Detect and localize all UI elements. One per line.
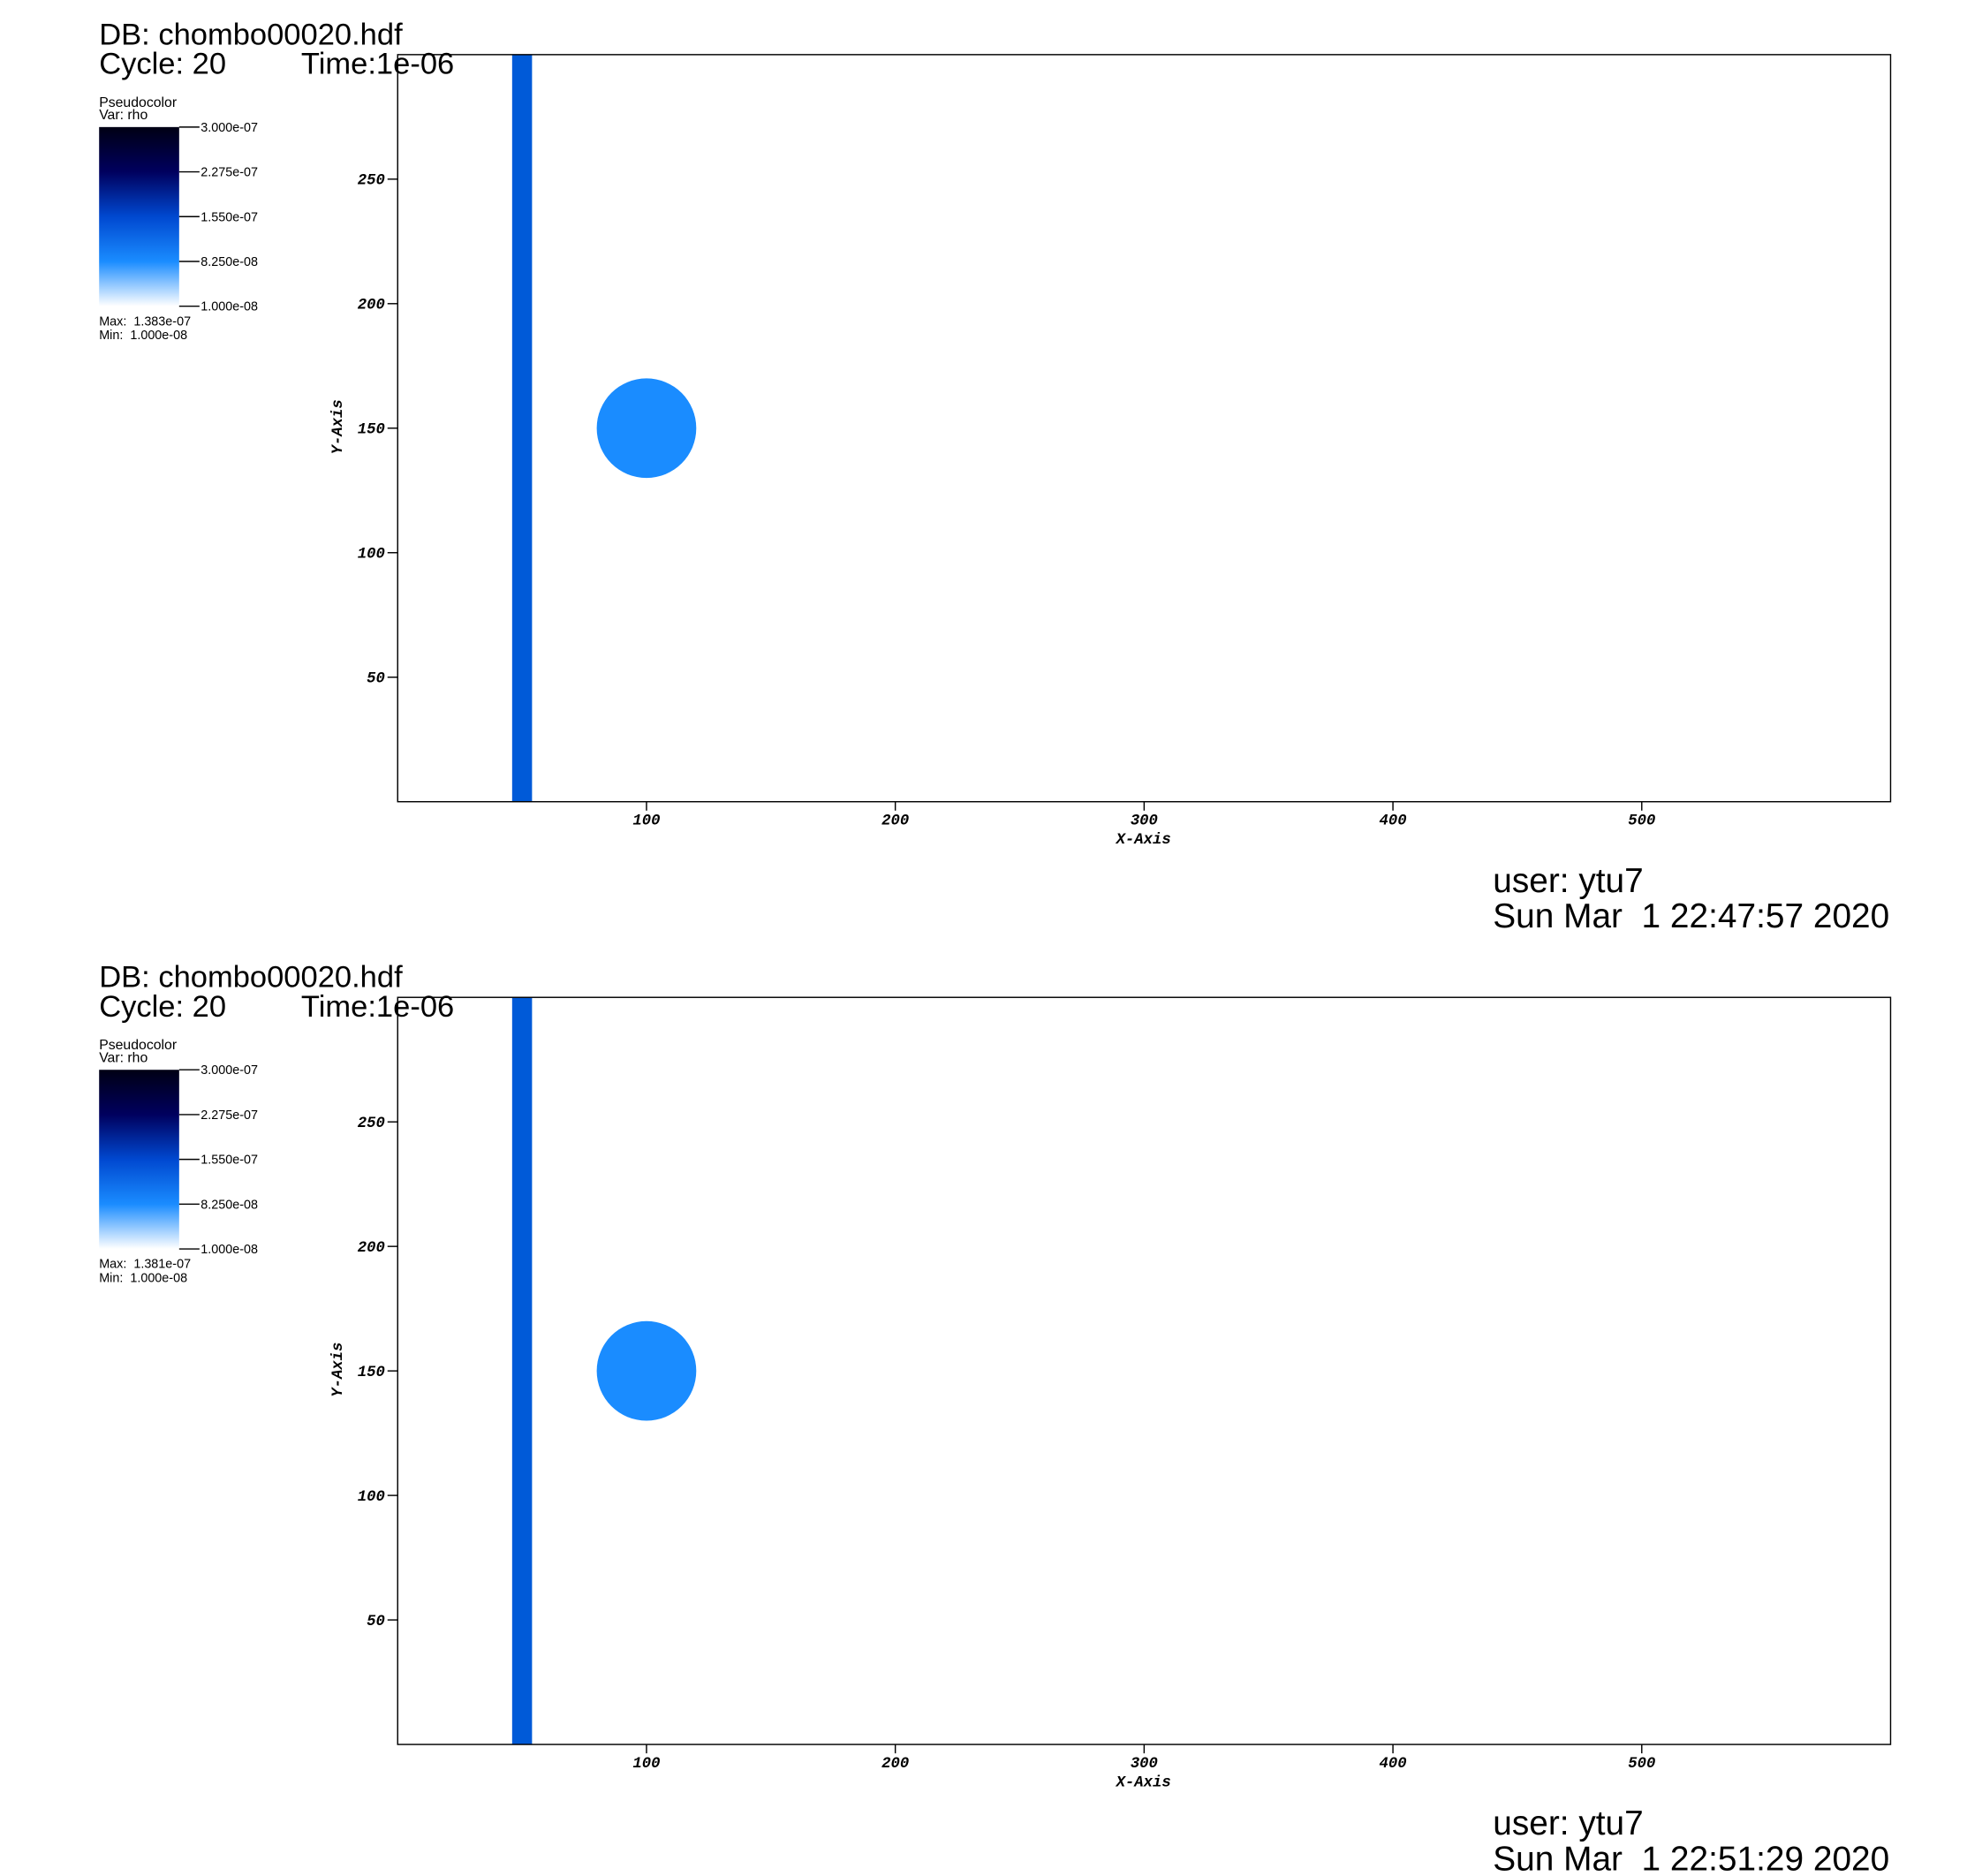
y-tick-label: 50 <box>367 670 385 687</box>
db-label: DB: chombo00020.hdf <box>99 18 403 51</box>
colorbar <box>99 1070 179 1250</box>
y-tick-label: 150 <box>358 422 385 439</box>
colorbar-tick-label: 2.275e-07 <box>200 1108 258 1123</box>
x-tick-label: 500 <box>1628 813 1655 830</box>
y-tick-label: 250 <box>358 1116 385 1132</box>
y-tick-label: 250 <box>358 173 385 190</box>
x-axis-title: X-Axis <box>1116 832 1171 849</box>
time-label: Time:1e-06 <box>301 990 454 1024</box>
var-name: Var: rho <box>99 108 148 123</box>
y-tick-label: 100 <box>358 1489 385 1506</box>
plot-name: Pseudocolor <box>99 95 177 110</box>
time-label: Time:1e-06 <box>301 47 454 80</box>
x-tick-label: 400 <box>1380 1756 1407 1773</box>
date-label: Sun Mar 1 22:47:57 2020 <box>1493 897 1889 935</box>
colorbar-tick-label: 3.000e-07 <box>200 121 258 135</box>
x-tick-label: 100 <box>632 813 660 830</box>
x-tick-label: 300 <box>1131 813 1158 830</box>
cycle-label: Cycle: 20 <box>99 47 226 80</box>
plot-name: Pseudocolor <box>99 1038 177 1053</box>
colorbar-tick-label: 2.275e-07 <box>200 166 258 180</box>
x-tick-label: 200 <box>881 813 909 830</box>
min-label: Min: 1.000e-08 <box>99 1271 187 1285</box>
colorbar-tick-label: 1.000e-08 <box>200 1243 258 1257</box>
max-label: Max: 1.383e-07 <box>99 314 191 329</box>
plot-area <box>511 54 697 802</box>
density-band <box>511 997 533 1745</box>
y-tick-label: 50 <box>367 1614 385 1630</box>
db-label: DB: chombo00020.hdf <box>99 961 403 995</box>
x-tick-label: 100 <box>632 1756 660 1773</box>
y-tick-label: 200 <box>358 1240 385 1257</box>
x-axis-title: X-Axis <box>1116 1775 1171 1792</box>
x-tick-label: 300 <box>1131 1756 1158 1773</box>
colorbar-tick-label: 1.000e-08 <box>200 300 258 314</box>
density-blob <box>596 1320 697 1421</box>
colorbar-tick-label: 1.550e-07 <box>200 1154 258 1168</box>
density-blob <box>596 378 697 479</box>
date-label: Sun Mar 1 22:51:29 2020 <box>1493 1840 1889 1876</box>
max-label: Max: 1.381e-07 <box>99 1258 191 1272</box>
user-label: user: ytu7 <box>1493 1804 1644 1842</box>
x-tick-label: 400 <box>1380 813 1407 830</box>
colorbar-tick-label: 3.000e-07 <box>200 1063 258 1078</box>
y-tick-label: 200 <box>358 298 385 314</box>
density-band <box>511 54 533 802</box>
min-label: Min: 1.000e-08 <box>99 329 187 343</box>
colorbar-tick-label: 8.250e-08 <box>200 255 258 269</box>
x-tick-label: 200 <box>881 1756 909 1773</box>
y-axis-title: Y-Axis <box>330 399 347 454</box>
colorbar <box>99 126 179 306</box>
cycle-label: Cycle: 20 <box>99 990 226 1024</box>
colorbar-tick-label: 1.550e-07 <box>200 210 258 224</box>
colorbar-tick-label: 8.250e-08 <box>200 1198 258 1212</box>
y-axis-title: Y-Axis <box>330 1343 347 1397</box>
plot-area <box>511 997 697 1745</box>
y-tick-label: 100 <box>358 547 385 564</box>
var-name: Var: rho <box>99 1051 148 1066</box>
user-label: user: ytu7 <box>1493 862 1644 900</box>
y-tick-label: 150 <box>358 1365 385 1381</box>
x-tick-label: 500 <box>1628 1756 1655 1773</box>
